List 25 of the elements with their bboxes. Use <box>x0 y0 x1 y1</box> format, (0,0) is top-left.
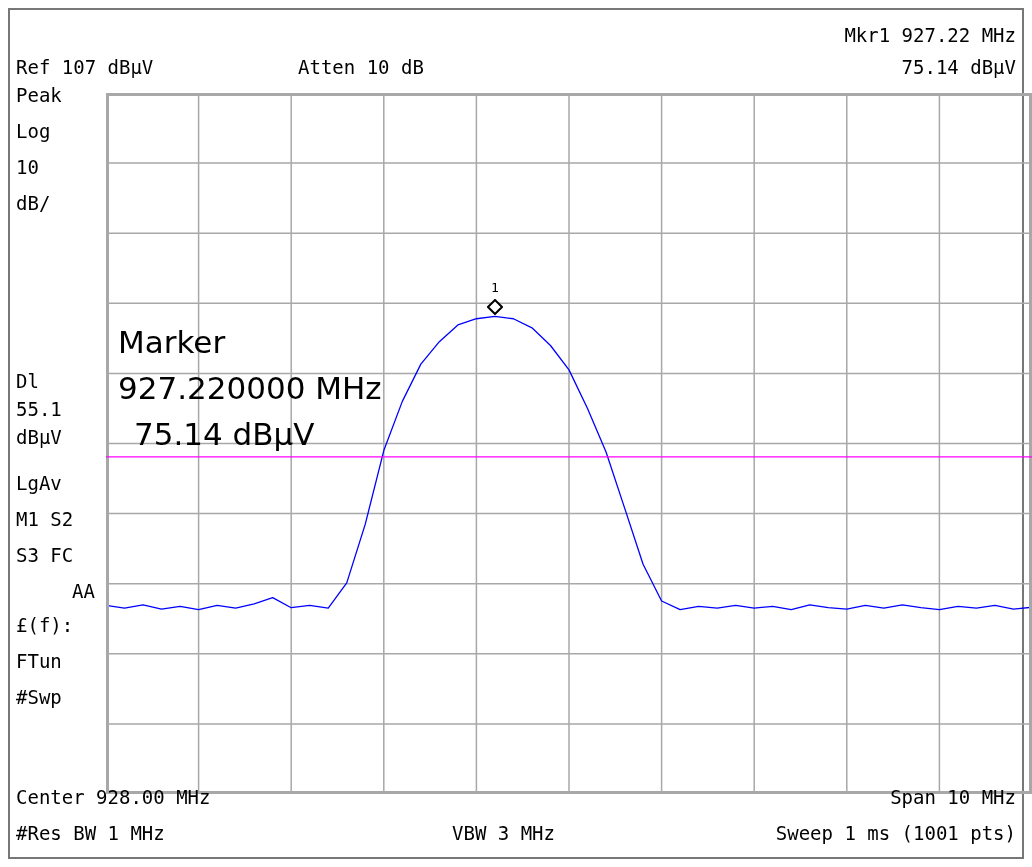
text: Ref 107 dBµV <box>16 56 154 79</box>
text: 75.14 dBµV <box>901 56 1016 79</box>
text: £(f): <box>16 614 74 637</box>
text: Atten 10 dB <box>298 56 424 79</box>
ref-line-label: Dl 55.1 dBµV <box>16 368 63 450</box>
text: #Res BW 1 MHz <box>16 822 165 845</box>
text: 1 <box>490 280 500 296</box>
text: AA <box>72 580 95 603</box>
text: Log <box>16 120 51 143</box>
text: LgAv <box>16 472 62 495</box>
text: Mkr1 927.22 MHz <box>844 24 1016 47</box>
annotation: 927.220000 MHz <box>118 370 382 408</box>
text: 10 <box>16 156 39 179</box>
text: M1 S2 <box>16 508 74 531</box>
text: S3 FC <box>16 544 74 567</box>
annotation: Span 10 MHz <box>890 786 1016 809</box>
text: VBW 3 MHz <box>452 822 555 845</box>
annotation: Marker <box>118 324 226 362</box>
text: dB/ <box>16 192 51 215</box>
text: Peak <box>16 84 62 107</box>
text: #Swp <box>16 686 62 709</box>
annotation: 75.14 dBµV <box>134 416 315 454</box>
annotation: Center 928.00 MHz <box>16 786 211 809</box>
text: FTun <box>16 650 62 673</box>
text: Sweep 1 ms (1001 pts) <box>775 822 1016 845</box>
